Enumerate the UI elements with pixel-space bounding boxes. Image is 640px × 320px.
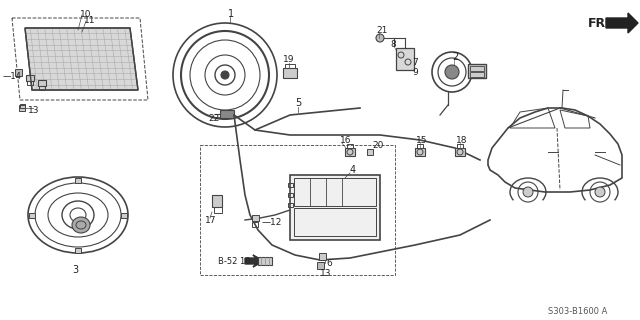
Bar xyxy=(29,212,35,218)
Bar xyxy=(252,215,259,221)
Text: 13: 13 xyxy=(28,106,40,115)
Text: 6: 6 xyxy=(326,259,332,268)
Bar xyxy=(294,208,376,236)
Bar xyxy=(15,68,22,76)
Bar xyxy=(212,195,222,207)
Text: 3: 3 xyxy=(72,265,78,275)
Bar xyxy=(220,110,234,118)
Text: 21: 21 xyxy=(376,26,387,35)
Circle shape xyxy=(445,65,459,79)
Circle shape xyxy=(595,187,605,197)
Bar xyxy=(75,178,81,182)
Bar xyxy=(38,80,46,86)
Bar xyxy=(283,68,297,78)
Circle shape xyxy=(376,34,384,42)
Bar xyxy=(417,144,423,148)
Bar xyxy=(468,64,486,78)
Bar xyxy=(457,144,463,148)
Bar xyxy=(19,105,25,111)
Bar xyxy=(287,203,292,207)
Text: 7: 7 xyxy=(412,58,418,67)
Bar xyxy=(317,261,323,268)
Bar xyxy=(470,66,484,71)
Text: 1: 1 xyxy=(228,9,234,19)
Bar xyxy=(396,48,414,70)
Text: 22: 22 xyxy=(208,114,220,123)
Bar xyxy=(285,64,295,68)
Circle shape xyxy=(221,71,229,79)
Text: 5: 5 xyxy=(295,98,301,108)
Text: 13: 13 xyxy=(320,268,332,277)
Bar xyxy=(290,175,380,240)
Bar xyxy=(455,148,465,156)
Bar xyxy=(20,104,25,108)
Bar xyxy=(294,178,376,206)
Text: 16: 16 xyxy=(340,135,351,145)
Bar xyxy=(415,148,425,156)
Text: 10: 10 xyxy=(80,10,92,19)
Polygon shape xyxy=(245,255,264,267)
Bar xyxy=(214,207,222,213)
Text: 9: 9 xyxy=(412,68,418,76)
Polygon shape xyxy=(606,13,638,33)
Text: 2: 2 xyxy=(452,52,458,62)
Circle shape xyxy=(523,187,533,197)
Text: S303-B1600 A: S303-B1600 A xyxy=(548,308,607,316)
Text: B-52 10: B-52 10 xyxy=(218,258,250,267)
Bar xyxy=(319,252,326,260)
Text: 19: 19 xyxy=(283,54,294,63)
Bar xyxy=(252,222,258,227)
Bar xyxy=(347,144,353,148)
Bar xyxy=(470,72,484,77)
Text: 20: 20 xyxy=(372,140,383,149)
Bar xyxy=(287,183,292,187)
Text: 15: 15 xyxy=(416,135,428,145)
Bar xyxy=(121,212,127,218)
Bar xyxy=(345,148,355,156)
Bar xyxy=(258,257,272,265)
Bar xyxy=(367,149,373,155)
Text: 4: 4 xyxy=(350,165,356,175)
Bar xyxy=(287,193,292,197)
Text: 8: 8 xyxy=(390,39,396,49)
Polygon shape xyxy=(25,28,138,90)
Text: —12: —12 xyxy=(262,218,282,227)
Bar xyxy=(75,247,81,252)
Text: FR.: FR. xyxy=(588,17,611,29)
Bar xyxy=(27,81,33,85)
Bar xyxy=(26,75,34,81)
Text: 11: 11 xyxy=(84,15,95,25)
Text: —14: —14 xyxy=(3,71,22,81)
Ellipse shape xyxy=(72,217,90,233)
Text: 18: 18 xyxy=(456,135,467,145)
Bar xyxy=(200,145,395,275)
Text: 17: 17 xyxy=(205,215,216,225)
Bar xyxy=(39,86,45,90)
